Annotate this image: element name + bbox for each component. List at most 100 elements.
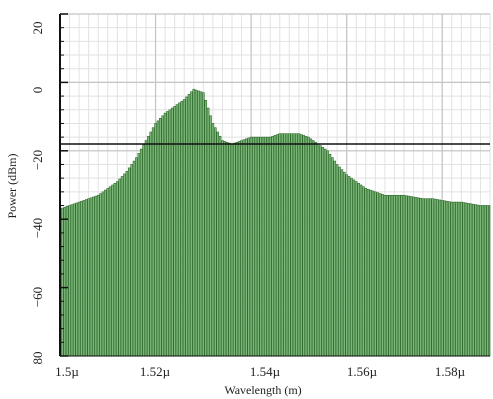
spectrum-bar: [462, 202, 466, 357]
spectrum-bar: [443, 200, 446, 357]
spectrum-bar: [340, 169, 344, 357]
spectrum-bar: [213, 127, 217, 357]
spectrum-bar: [192, 88, 196, 357]
spectrum-bar: [409, 196, 413, 357]
spectrum-bar: [354, 181, 358, 357]
spectrum-bar: [108, 186, 112, 357]
spectrum-bar: [431, 198, 434, 357]
spectrum-bar: [104, 189, 107, 357]
spectrum-bar: [314, 141, 317, 357]
x-tick-label-3: 1.56µ: [347, 364, 378, 379]
x-axis-title: Wavelength (m): [224, 383, 301, 397]
spectrum-bar: [127, 167, 131, 357]
spectrum-bar: [366, 188, 370, 357]
spectrum-bar: [273, 135, 277, 357]
spectrum-bar: [209, 115, 212, 357]
spectrum-bar: [359, 184, 363, 357]
spectrum-bar: [159, 118, 162, 357]
spectrum-bar: [464, 202, 468, 357]
spectrum-bar: [280, 133, 284, 357]
spectrum-bar: [218, 135, 222, 357]
spectrum-bar: [369, 189, 372, 357]
spectrum-bar: [278, 133, 282, 357]
spectrum-bar: [299, 134, 303, 357]
spectrum-bar: [118, 178, 122, 357]
spectrum-bar: [311, 140, 315, 357]
y-tick-label-2: −20: [30, 150, 45, 170]
spectrum-bar: [245, 138, 248, 357]
spectrum-bar: [261, 136, 265, 357]
y-tick-label-5: 80: [30, 352, 45, 365]
spectrum-bar: [259, 136, 262, 357]
spectrum-bar: [323, 148, 327, 357]
spectrum-bar: [460, 201, 463, 357]
spectrum-bar: [237, 141, 241, 357]
spectrum-bar: [65, 206, 69, 357]
spectrum-bar: [149, 131, 153, 357]
spectrum-bar: [247, 137, 251, 357]
spectrum-bar: [295, 133, 298, 357]
spectrum-bar: [407, 195, 411, 357]
bars: [59, 88, 491, 357]
spectrum-bar: [113, 182, 117, 357]
spectrum-bar: [488, 205, 491, 357]
spectrum-bar: [428, 198, 432, 357]
spectrum-bar: [271, 135, 274, 357]
spectrum-bar: [457, 201, 461, 357]
y-tick-label-1: 0: [30, 87, 45, 94]
spectrum-bar: [426, 198, 430, 357]
spectrum-bar: [304, 135, 308, 357]
spectrum-bar: [185, 96, 188, 357]
spectrum-bar: [84, 199, 88, 357]
spectrum-bar: [156, 120, 160, 357]
spectrum-bar: [347, 176, 351, 357]
spectrum-bar: [223, 141, 227, 357]
spectrum-bar: [297, 133, 301, 357]
spectrum-bar: [199, 91, 203, 357]
y-tick-label-3: −40: [30, 218, 45, 238]
spectrum-bar: [61, 207, 64, 357]
spectrum-bar: [101, 191, 105, 357]
spectrum-bar: [228, 142, 231, 357]
spectrum-bar: [135, 157, 138, 357]
spectrum-bar: [75, 202, 79, 357]
spectrum-bar: [436, 199, 439, 357]
spectrum-bar: [142, 144, 145, 357]
spectrum-bar: [393, 194, 396, 357]
spectrum-bar: [383, 194, 387, 357]
spectrum-bar: [390, 194, 394, 357]
spectrum-bar: [190, 91, 193, 357]
spectrum-bar: [166, 111, 169, 357]
spectrum-bar: [180, 100, 184, 357]
y-tick-label-4: −60: [30, 287, 45, 307]
spectrum-bar: [385, 194, 389, 357]
spectrum-bar: [335, 164, 339, 357]
spectrum-bar: [414, 197, 418, 357]
spectrum-bar: [211, 123, 215, 357]
spectrum-bar: [147, 135, 150, 357]
spectrum-bar: [405, 195, 408, 357]
spectrum-bar: [63, 206, 67, 357]
spectrum-bar: [438, 199, 442, 357]
spectrum-bar: [395, 194, 399, 357]
spectrum-bar: [82, 200, 86, 357]
spectrum-bar: [283, 133, 286, 357]
spectrum-bar: [221, 140, 224, 357]
spectrum-bar: [331, 157, 334, 357]
spectrum-bar: [302, 135, 305, 357]
spectrum-bar: [139, 148, 143, 357]
spectrum-bar: [111, 184, 114, 357]
spectrum-bar: [364, 188, 368, 357]
spectrum-bar: [116, 181, 119, 357]
spectrum-bar: [376, 192, 380, 357]
spectrum-bar: [249, 136, 253, 357]
spectrum-bar: [268, 136, 272, 357]
spectrum-bar: [80, 200, 83, 357]
spectrum-bar: [419, 197, 423, 357]
spectrum-bar: [467, 203, 470, 357]
spectrum-bar: [450, 201, 454, 357]
spectrum-bar: [194, 89, 198, 357]
spectrum-bar: [397, 194, 401, 357]
spectrum-bar: [433, 198, 437, 357]
